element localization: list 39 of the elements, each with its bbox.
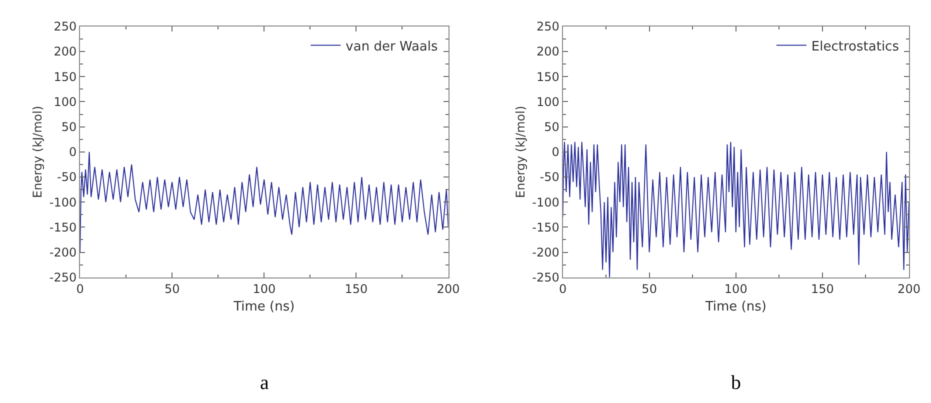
y-tick-label: 50 xyxy=(61,120,77,134)
y-axis-title: Energy (kJ/mol) xyxy=(513,106,528,198)
y-tick-label: -50 xyxy=(57,170,77,184)
y-tick-label: 200 xyxy=(536,44,560,59)
y-tick-label: -200 xyxy=(49,245,77,260)
text: a xyxy=(260,372,269,394)
y-tick-label: -200 xyxy=(532,245,560,260)
x-axis-title: Time (ns) xyxy=(704,299,766,314)
text: b xyxy=(731,372,741,394)
x-tick-label: 150 xyxy=(344,282,368,296)
y-tick-label: -250 xyxy=(49,270,77,285)
y-tick-label: 100 xyxy=(536,94,560,109)
y-tick-label: 200 xyxy=(54,44,77,59)
y-axis-title: Energy (kJ/mol) xyxy=(30,106,45,198)
line-series xyxy=(562,141,910,278)
y-tick-label: 150 xyxy=(54,70,77,84)
legend-label: Electrostatics xyxy=(811,39,900,54)
x-tick-label: 200 xyxy=(898,282,920,296)
y-tick-label: 0 xyxy=(68,145,77,160)
x-tick-label: 100 xyxy=(252,282,276,296)
y-tick-label: 50 xyxy=(544,120,560,134)
x-tick-label: 100 xyxy=(724,282,748,296)
x-tick-label: 50 xyxy=(642,282,657,296)
x-axis-title: Time (ns) xyxy=(232,299,295,314)
y-tick-label: 100 xyxy=(54,94,77,109)
y-tick-label: -100 xyxy=(49,195,77,210)
x-tick-label: 50 xyxy=(164,282,180,296)
y-tick-label: 150 xyxy=(536,70,560,84)
y-tick-label: 250 xyxy=(54,20,77,34)
legend-label: van der Waals xyxy=(346,39,438,54)
y-tick-label: 250 xyxy=(536,20,560,34)
y-tick-label: -50 xyxy=(540,170,560,184)
x-tick-label: 200 xyxy=(436,282,460,296)
x-tick-label: 150 xyxy=(810,282,834,296)
y-tick-label: 0 xyxy=(552,145,560,160)
y-tick-label: -100 xyxy=(532,195,560,210)
y-tick-label: -150 xyxy=(49,220,77,234)
y-tick-label: -150 xyxy=(532,220,560,234)
y-tick-label: -250 xyxy=(532,270,560,285)
